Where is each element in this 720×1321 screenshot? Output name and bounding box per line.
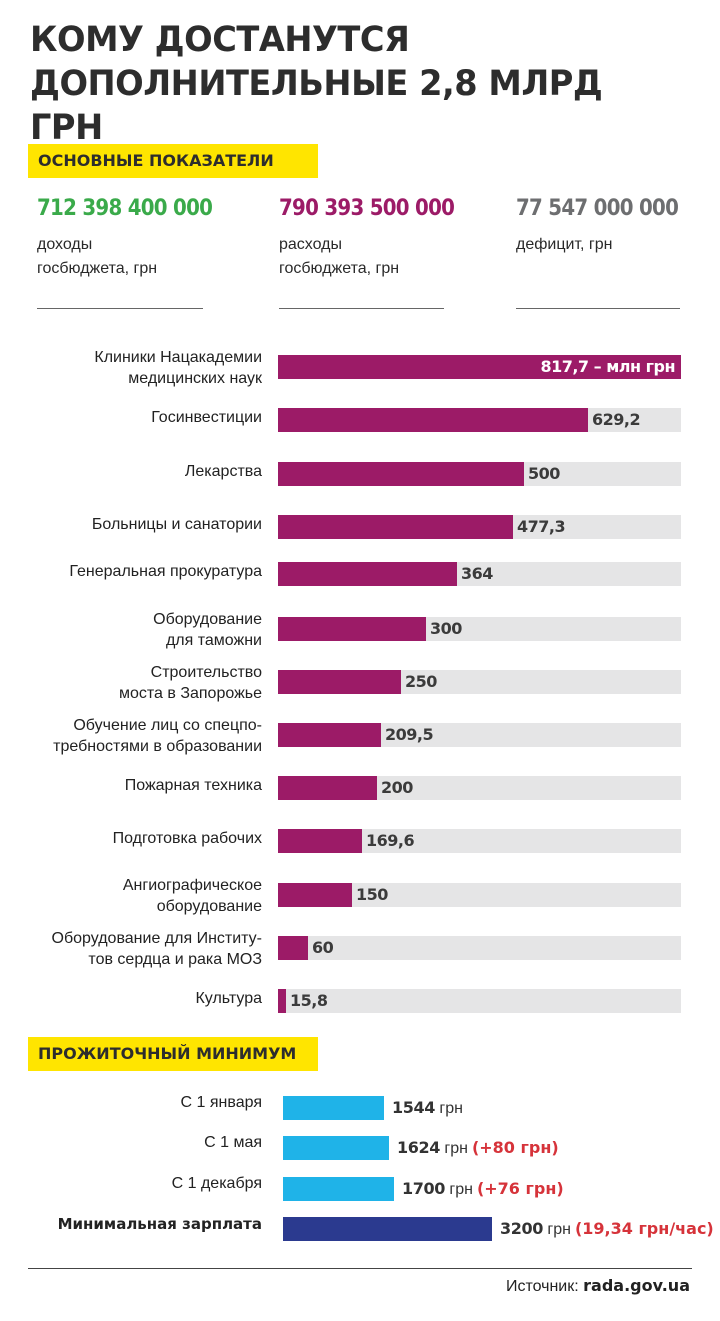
minimum-delta: (19,34 грн/час) <box>574 1219 714 1238</box>
bar-value-label: 209,5 <box>385 725 434 744</box>
bar-category-label: Культура <box>195 990 262 1007</box>
minimum-delta: (+76 грн) <box>476 1179 564 1198</box>
indicator-label: расходы госбюджета, грн <box>279 236 400 277</box>
bar-category-label: Подготовка рабочих <box>112 830 262 847</box>
bar <box>278 829 362 853</box>
indicator-rule <box>516 308 680 309</box>
section-label-minimum: ПРОЖИТОЧНЫЙ МИНИМУМ <box>28 1037 318 1071</box>
minimum-bar <box>283 1217 492 1241</box>
bar-category-label: Больницы и санатории <box>91 516 262 533</box>
bar-track: 817,7 – млн грн <box>278 355 681 379</box>
minimum-value-label: 1544 грн <box>392 1098 463 1117</box>
bar-value-label: 629,2 <box>592 410 641 429</box>
title-line-2: ДОПОЛНИТЕЛЬНЫЕ 2,8 МЛРД ГРН <box>30 64 603 148</box>
bar-value-label: 250 <box>405 672 437 691</box>
title-line-1: КОМУ ДОСТАНУТСЯ <box>30 20 410 60</box>
indicator-label: дефицит, грн <box>516 236 613 253</box>
indicator-value: 712 398 400 000 <box>37 196 213 221</box>
section-label-main: ОСНОВНЫЕ ПОКАЗАТЕЛИ <box>28 144 318 178</box>
minimum-row-label: С 1 января <box>180 1094 262 1111</box>
minimum-bar <box>283 1096 384 1120</box>
bar-value-label: 150 <box>356 885 388 904</box>
minimum-value-label: 1624 грн (+80 грн) <box>397 1138 559 1157</box>
bar-track: 169,6 <box>278 829 681 853</box>
bar-track: 250 <box>278 670 681 694</box>
bar-track: 150 <box>278 883 681 907</box>
bar <box>278 408 588 432</box>
minimum-row-label: С 1 декабря <box>171 1175 262 1192</box>
minimum-bar <box>283 1136 389 1160</box>
bar-category-label: Обучение лиц со спецпо-требностями в обр… <box>53 717 262 755</box>
bar <box>278 617 426 641</box>
bar-category-label: Строительство моста в Запорожье <box>118 664 262 702</box>
bottom-divider <box>28 1268 692 1269</box>
bar-track: 300 <box>278 617 681 641</box>
bar-category-label: Клиники Нацакадемии медицинских наук <box>94 349 262 387</box>
bar <box>278 776 377 800</box>
minimum-delta: (+80 грн) <box>471 1138 559 1157</box>
bar-track: 477,3 <box>278 515 681 539</box>
bar-category-label: Генеральная прокуратура <box>69 563 262 580</box>
indicator-rule <box>279 308 444 309</box>
source-credit: Источник: rada.gov.ua <box>505 1276 690 1295</box>
bar <box>278 355 681 379</box>
bar-value-label: 500 <box>528 464 560 483</box>
bar-track: 364 <box>278 562 681 586</box>
indicator-value: 77 547 000 000 <box>516 196 679 221</box>
bar <box>278 723 381 747</box>
indicator-income: 712 398 400 000 доходы госбюджета, грн <box>37 196 213 309</box>
bar <box>278 462 524 486</box>
minimum-value-label: 3200 грн (19,34 грн/час) <box>500 1219 714 1238</box>
bar <box>278 936 308 960</box>
minimum-row-label: Минимальная зарплата <box>57 1215 262 1233</box>
bar-track: 500 <box>278 462 681 486</box>
bar-track: 200 <box>278 776 681 800</box>
indicator-value: 790 393 500 000 <box>279 196 455 221</box>
bar-value-label: 300 <box>430 619 462 638</box>
bar-track: 15,8 <box>278 989 681 1013</box>
minimum-row-label: С 1 мая <box>204 1134 262 1151</box>
bar-category-label: Пожарная техника <box>124 777 262 794</box>
bar <box>278 562 457 586</box>
indicator-rule <box>37 308 203 309</box>
bar-category-label: Лекарства <box>184 463 262 480</box>
bar-value-label: 60 <box>312 938 334 957</box>
bar-value-label: 364 <box>461 564 493 583</box>
bar-track: 629,2 <box>278 408 681 432</box>
page-title: КОМУ ДОСТАНУТСЯ ДОПОЛНИТЕЛЬНЫЕ 2,8 МЛРД … <box>30 18 683 150</box>
bar-category-label: Оборудование для таможни <box>153 611 262 649</box>
bar-value-label: 15,8 <box>290 991 328 1010</box>
bar-category-label: Ангиографическое оборудование <box>122 877 262 915</box>
bar <box>278 883 352 907</box>
indicator-deficit: 77 547 000 000 дефицит, грн <box>516 196 686 309</box>
bar-category-label: Госинвестиции <box>151 409 262 426</box>
bar <box>278 515 513 539</box>
bar-value-label: 200 <box>381 778 413 797</box>
source-site: rada.gov.ua <box>583 1276 690 1295</box>
bar-track: 209,5 <box>278 723 681 747</box>
indicator-expenses: 790 393 500 000 расходы госбюджета, грн <box>279 196 455 309</box>
bar-value-label: 817,7 – млн грн <box>540 357 675 376</box>
bar-category-label: Оборудование для Институ-тов сердца и ра… <box>51 930 262 968</box>
minimum-value-label: 1700 грн (+76 грн) <box>402 1179 564 1198</box>
bar-track: 60 <box>278 936 681 960</box>
minimum-bar <box>283 1177 394 1201</box>
bar <box>278 989 286 1013</box>
bar <box>278 670 401 694</box>
bar-value-label: 477,3 <box>517 517 566 536</box>
bar-value-label: 169,6 <box>366 831 415 850</box>
indicator-label: доходы госбюджета, грн <box>37 236 158 277</box>
